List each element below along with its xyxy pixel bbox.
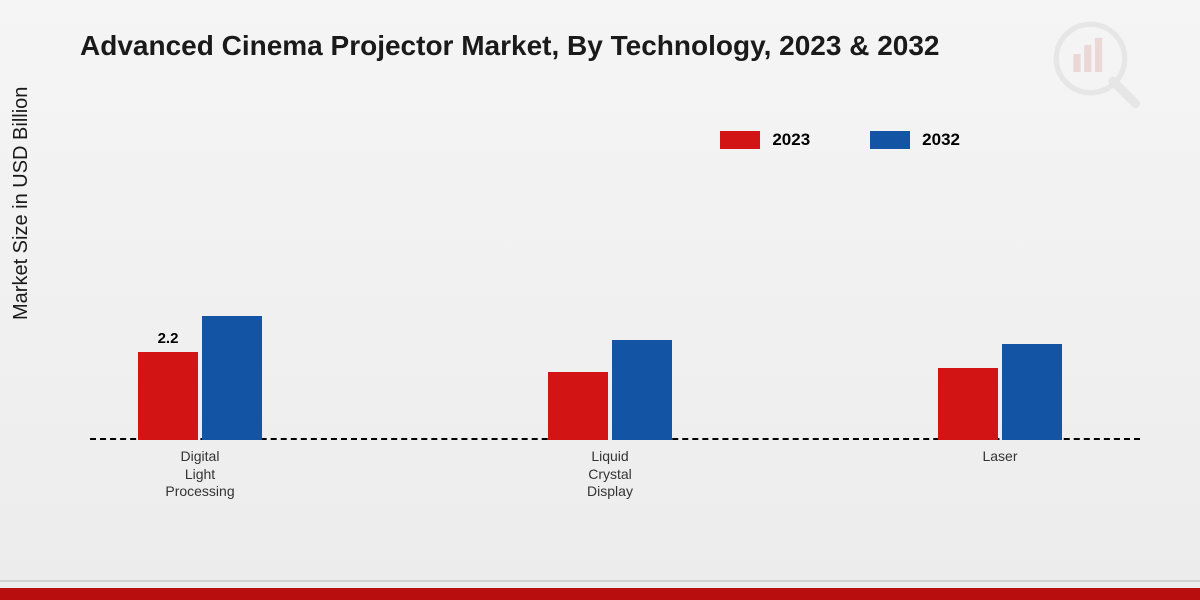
legend-item-2023: 2023 (720, 130, 810, 150)
bar-2023: 2.2 (138, 352, 198, 440)
legend-swatch-2023 (720, 131, 760, 149)
bar-value-label: 2.2 (138, 330, 198, 347)
legend-swatch-2032 (870, 131, 910, 149)
legend-label-2032: 2032 (922, 130, 960, 150)
legend-item-2032: 2032 (870, 130, 960, 150)
bar-group: LiquidCrystalDisplay (530, 340, 690, 440)
watermark-logo-icon (1050, 18, 1140, 108)
bar-2032 (612, 340, 672, 440)
footer-divider (0, 580, 1200, 582)
bar-2023 (938, 368, 998, 440)
category-label: DigitalLightProcessing (140, 440, 260, 501)
chart-title: Advanced Cinema Projector Market, By Tec… (80, 30, 940, 62)
bar-2032 (1002, 344, 1062, 440)
y-axis-label: Market Size in USD Billion (10, 87, 33, 320)
category-label: LiquidCrystalDisplay (550, 440, 670, 501)
legend-label-2023: 2023 (772, 130, 810, 150)
bar-group: 2.2DigitalLightProcessing (120, 316, 280, 440)
category-label: Laser (940, 440, 1060, 466)
bar-2023 (548, 372, 608, 440)
legend: 2023 2032 (720, 130, 960, 150)
chart-page: Advanced Cinema Projector Market, By Tec… (0, 0, 1200, 600)
bar-2032 (202, 316, 262, 440)
footer-accent-bar (0, 588, 1200, 600)
chart-plot-area: 2.2DigitalLightProcessing LiquidCrystalDi… (90, 180, 1140, 440)
bar-group: Laser (920, 344, 1080, 440)
